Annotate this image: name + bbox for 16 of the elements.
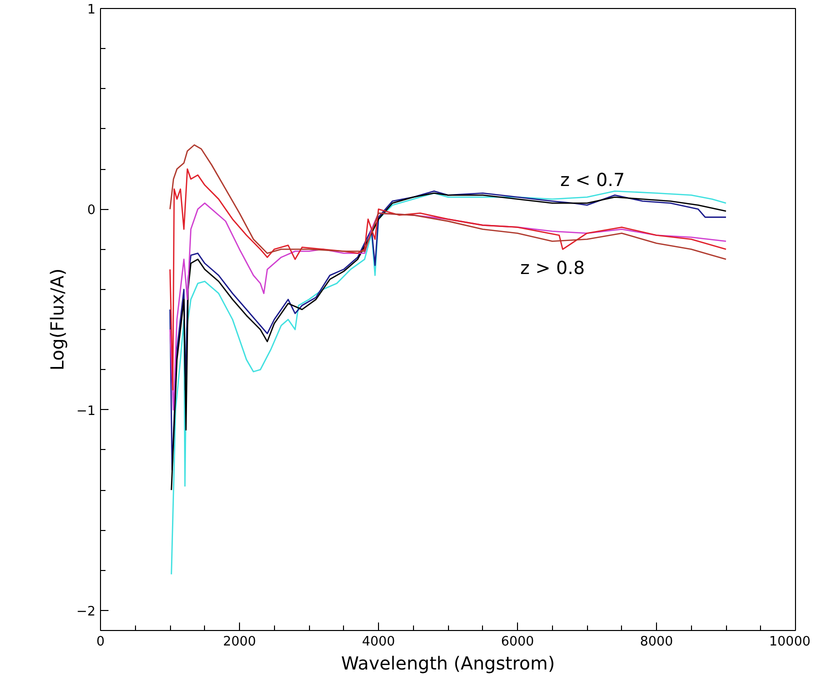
y-tick-label: 0 (87, 203, 96, 218)
x-tick-label: 6000 (500, 634, 534, 650)
line-series (169, 168, 727, 390)
x-axis-title: Wavelength (Angstrom) (341, 654, 555, 674)
x-tick-label: 10000 (769, 634, 811, 650)
y-tick-label: −1 (76, 404, 96, 419)
x-tick-label: 2000 (222, 634, 256, 650)
y-axis-title: Log(Flux/A) (47, 268, 68, 370)
annotation: z < 0.7 (560, 170, 625, 191)
line-series (169, 144, 727, 260)
x-tick-label: 8000 (640, 634, 674, 650)
line-series (170, 190, 727, 575)
y-tick-label: −2 (76, 604, 96, 620)
annotation: z > 0.8 (520, 258, 585, 279)
y-tick-label: 1 (87, 2, 96, 18)
x-tick-label: 4000 (362, 634, 396, 650)
